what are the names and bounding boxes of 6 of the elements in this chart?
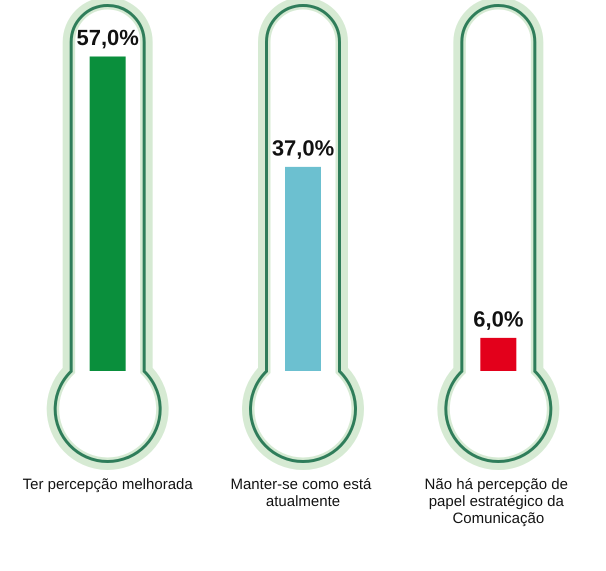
data-label: 6,0% <box>473 306 524 332</box>
data-label: 57,0% <box>76 25 139 50</box>
x-tick-label: Ter percepção melhorada <box>22 476 194 493</box>
x-tick-label: Não há percepção de papel estratégico da Comunicação <box>424 476 572 527</box>
data-label: 37,0% <box>272 135 334 160</box>
x-tick-label: Manter-se como está atualmente <box>230 476 376 510</box>
